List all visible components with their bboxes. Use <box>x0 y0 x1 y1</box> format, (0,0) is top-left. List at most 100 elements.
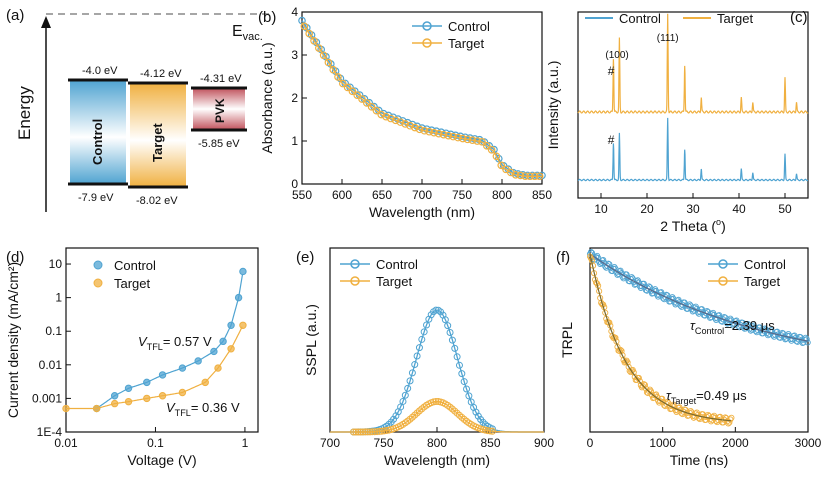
panel-e-legend-target: Target <box>376 274 413 289</box>
panel-d-point-control <box>210 347 218 356</box>
panel-e-point-target <box>430 398 438 406</box>
panel-b-xtick-label: 600 <box>332 188 352 202</box>
charts-layer: (b) 550 600 650 700 750 800 850 0 1 2 3 4 Absorbance … <box>5 5 822 468</box>
panel-d-point-control <box>194 357 202 365</box>
panel-b-point-target <box>463 135 472 144</box>
panel-d-point-control <box>227 321 235 330</box>
panel-b-point-target <box>314 44 323 52</box>
panel-e-point-control <box>441 316 449 324</box>
panel-f-xtick-label: 2000 <box>722 436 749 450</box>
panel-b-ylabel: Absorbance (a.u.) <box>259 42 275 153</box>
panel-e-point-control <box>406 377 414 385</box>
panel-b-xtick-label: 750 <box>452 188 472 202</box>
panel-d-ytick-label: 1E-4 <box>37 425 63 439</box>
panel-b-point-target <box>478 138 486 146</box>
panel-f: (f) 0 1000 2000 3000 TRPL Time (ns) Control Targ… <box>556 247 822 468</box>
panel-c-annot-hash-control: # <box>608 133 615 147</box>
panel-e-point-target <box>415 407 423 415</box>
panel-e-point-control <box>401 391 409 399</box>
panel-c-tag: (c) <box>790 9 808 26</box>
control-bottom-label: -7.9 eV <box>78 192 114 204</box>
panel-b-point-target <box>391 116 400 125</box>
panel-e-point-control <box>451 344 459 352</box>
panel-d-legend-target: Target <box>114 276 151 291</box>
panel-d-ylabel: Current density (mA/cm²) <box>5 262 21 418</box>
panel-d-legend-marker <box>93 278 103 288</box>
panel-c-xtick-label: 30 <box>686 202 700 216</box>
pvk-band <box>193 88 245 130</box>
panel-c-pattern-control <box>577 117 809 182</box>
target-bottom-label: -8.02 eV <box>136 195 178 207</box>
panel-e-point-control <box>413 352 421 360</box>
panel-f-tag: (f) <box>556 249 570 266</box>
panel-d-point-target <box>143 394 151 403</box>
panel-e-point-target <box>350 428 358 436</box>
panel-e-point-control <box>404 384 412 392</box>
panel-b-point-target <box>401 120 410 128</box>
panel-b-point-target <box>482 142 491 150</box>
panel-d-xtick-label: 0.01 <box>54 436 78 450</box>
panel-e-line-control <box>330 309 544 433</box>
target-band <box>130 83 186 187</box>
panel-f-point-target <box>645 388 653 395</box>
panel-e: (e) 700 750 800 850 900 SSPL (a.u.) Wavelength … <box>296 247 554 468</box>
panel-e-point-target <box>371 428 379 436</box>
panel-f-legend-marker <box>718 276 728 286</box>
vacuum-label: Evac. <box>232 23 263 43</box>
panel-f-legend-target: Target <box>744 274 781 289</box>
panel-e-point-control <box>444 322 452 330</box>
panel-d-ytick-label: 1 <box>55 291 62 305</box>
panel-e-point-target <box>375 427 383 435</box>
panel-d-point-control <box>234 293 243 302</box>
panel-e-point-target <box>361 428 369 436</box>
panel-b-point-target <box>473 137 482 145</box>
panel-b-line-target <box>301 22 542 177</box>
panel-b-point-target <box>487 145 496 154</box>
panel-e-xtick-label: 800 <box>427 436 447 450</box>
control-band <box>70 80 126 184</box>
panel-d-point-target <box>239 321 247 330</box>
panel-b-point-target <box>386 114 395 123</box>
panel-b-xlabel: Wavelength (nm) <box>369 204 475 220</box>
panel-b-point-target <box>439 130 448 139</box>
panel-f-ylabel: TRPL <box>559 322 575 358</box>
panel-b-point-target <box>458 134 467 143</box>
panel-b-ytick-label: 0 <box>291 177 298 191</box>
target-top-label: -4.12 eV <box>140 68 182 80</box>
panel-f-fit-control <box>589 253 809 342</box>
panel-b-line-control <box>301 20 542 177</box>
panel-b-point-target <box>367 103 376 111</box>
panel-f-point-target <box>602 309 609 316</box>
panel-b-point-target <box>468 136 477 145</box>
panel-b-point-target <box>362 99 371 107</box>
panel-d-point-target <box>178 388 187 397</box>
panel-d-xtick-label: 0.1 <box>147 436 164 450</box>
panel-f-point-target <box>727 416 734 423</box>
panel-e-point-control <box>465 392 473 400</box>
panel-c-xtick-label: 40 <box>732 202 746 216</box>
panel-b-ytick-label: 2 <box>291 91 298 105</box>
panel-f-xtick-label: 3000 <box>795 436 822 450</box>
panel-e-point-target <box>366 428 374 436</box>
panel-f-point-target <box>636 377 643 385</box>
panel-e-point-target <box>455 411 463 419</box>
panel-e-point-control <box>488 425 496 433</box>
panel-e-point-target <box>406 415 414 423</box>
panel-b-point-target <box>415 125 424 134</box>
panel-e-point-target <box>354 428 362 436</box>
panel-d-point-target <box>227 345 235 353</box>
panel-f-legend-control: Control <box>744 257 786 272</box>
panel-c-xlabel: 2 Theta (o) <box>660 217 725 234</box>
panel-e-point-control <box>455 361 463 369</box>
panel-c-annot-100: (100) <box>605 50 628 61</box>
panel-d-point-target <box>214 364 222 372</box>
panel-b-point-target <box>444 131 453 140</box>
panel-b-point-target <box>396 118 405 126</box>
panel-e-point-target <box>484 427 492 435</box>
panel-c: (c) 10 20 30 40 50 Intensity (a.u.) 2 Theta (o)… <box>545 9 809 234</box>
panel-b-point-target <box>372 106 381 115</box>
panel-b-point-target <box>454 133 462 142</box>
panel-d-point-control <box>124 384 133 392</box>
panel-d-xtick-label: 1 <box>242 436 249 450</box>
